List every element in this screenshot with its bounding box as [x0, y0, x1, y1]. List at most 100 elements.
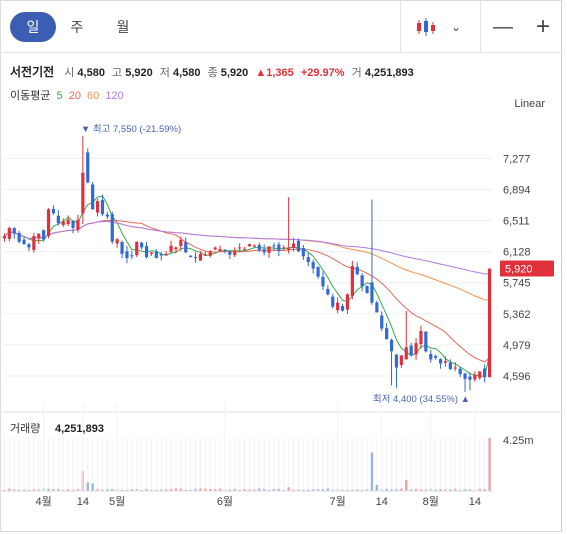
candle-body — [193, 256, 198, 258]
candle-body — [257, 245, 261, 250]
candle-body — [144, 246, 149, 258]
volume-bar — [248, 489, 251, 491]
candle-body — [282, 247, 286, 249]
candle-body — [120, 241, 124, 254]
high-annotation: ▼ 최고 7,550 (-21.59%) — [81, 124, 181, 135]
tab-weekly[interactable]: 주 — [70, 19, 84, 35]
candle-body — [453, 367, 457, 369]
candle-body — [12, 227, 16, 234]
candle-body — [365, 285, 369, 293]
volume-bar — [311, 489, 315, 491]
x-tick-label: 14 — [376, 496, 388, 508]
low-label: 저 — [159, 67, 170, 79]
volume-bar — [341, 489, 344, 491]
candle-body — [17, 232, 21, 242]
volume-bar — [169, 488, 173, 491]
volume-bar — [150, 489, 153, 491]
candle-body — [434, 356, 438, 358]
candle-body — [252, 245, 256, 247]
candle-body — [242, 249, 247, 251]
volume-bar — [478, 488, 481, 491]
candle-body — [287, 248, 291, 250]
volume-bar — [189, 489, 192, 491]
volume-bar — [262, 489, 266, 491]
volume-bar — [52, 489, 55, 491]
volume-bar — [454, 488, 457, 491]
open-value: 4,580 — [77, 67, 105, 79]
volume-bar — [91, 483, 94, 491]
volume-bar — [155, 489, 158, 491]
ma60-label[interactable]: 60 — [87, 90, 100, 102]
volume-bar — [463, 489, 467, 491]
volume-bar — [62, 489, 65, 491]
volume-bar — [390, 489, 393, 491]
volume-bar — [375, 484, 379, 491]
candle-body — [27, 244, 31, 248]
candle-body — [404, 347, 408, 360]
candle-body — [360, 275, 364, 287]
candlestick-type-icon[interactable] — [410, 12, 442, 42]
x-tick-label: 14 — [469, 496, 481, 508]
volume-bar — [297, 489, 300, 491]
volume-bar — [17, 489, 21, 491]
y-tick-label: 5,745 — [503, 278, 531, 290]
candle-body — [267, 246, 271, 253]
candle-body — [7, 227, 11, 239]
ma120-label[interactable]: 120 — [105, 90, 124, 102]
candle-body — [51, 208, 56, 214]
high-label: 고 — [112, 67, 123, 79]
candle-body — [414, 343, 418, 355]
candle-body — [350, 266, 354, 296]
candle-body — [483, 368, 487, 378]
candle-body — [2, 236, 7, 239]
low-annotation: 최저 4,400 (34.55%) ▲ — [373, 394, 470, 405]
candle-body — [213, 247, 217, 250]
volume-title: 거래량 — [10, 422, 40, 435]
volume-bar — [409, 489, 413, 491]
candle-body — [326, 288, 330, 295]
candle-body — [208, 251, 212, 256]
volume-bar — [360, 489, 364, 491]
volume-bar — [488, 438, 491, 491]
candle-body — [174, 247, 178, 250]
zoom-in-icon[interactable]: + — [535, 13, 550, 40]
candle-body — [340, 306, 345, 311]
volume-bar — [27, 489, 31, 491]
volume-bar — [164, 489, 168, 491]
change-percent: +29.97% — [300, 67, 345, 79]
volume-bar — [424, 489, 428, 491]
candle-body — [95, 201, 100, 213]
scale-selector[interactable]: Linear — [514, 98, 545, 110]
chevron-down-icon[interactable]: ⌄ — [450, 20, 462, 34]
ma-label: 이동평균 — [10, 90, 51, 102]
volume-axis-label: 4.25m — [503, 435, 534, 447]
stock-summary: 서전기전 시 4,580 고 5,920 저 4,580 종 5,920 ▲1,… — [10, 63, 418, 80]
candle-body — [22, 239, 26, 245]
candle-body — [316, 266, 320, 277]
candle-body — [233, 251, 237, 256]
candle-body — [184, 242, 188, 253]
candle-body — [355, 266, 359, 275]
volume-bar — [37, 489, 40, 491]
volume-bar — [209, 488, 212, 491]
candle-body — [228, 251, 232, 255]
volume-bar — [47, 488, 50, 491]
y-tick-label: 7,277 — [503, 153, 531, 165]
zoom-out-icon[interactable]: — — [493, 16, 513, 38]
ma5-label[interactable]: 5 — [56, 90, 63, 102]
volume-bar — [228, 489, 232, 491]
open-label: 시 — [64, 67, 75, 79]
tab-monthly[interactable]: 월 — [116, 19, 130, 35]
x-tick-label: 5월 — [109, 495, 125, 508]
volume-bar — [346, 489, 349, 491]
candle-body — [247, 244, 252, 247]
ma120-line — [4, 220, 490, 275]
volume-bar — [434, 489, 437, 491]
x-tick-label: 8월 — [423, 495, 439, 508]
volume-bar — [194, 488, 197, 491]
candle-body — [37, 233, 41, 239]
tab-daily[interactable]: 일 — [10, 12, 56, 42]
volume-bar — [76, 489, 80, 491]
ma20-label[interactable]: 20 — [68, 90, 81, 102]
